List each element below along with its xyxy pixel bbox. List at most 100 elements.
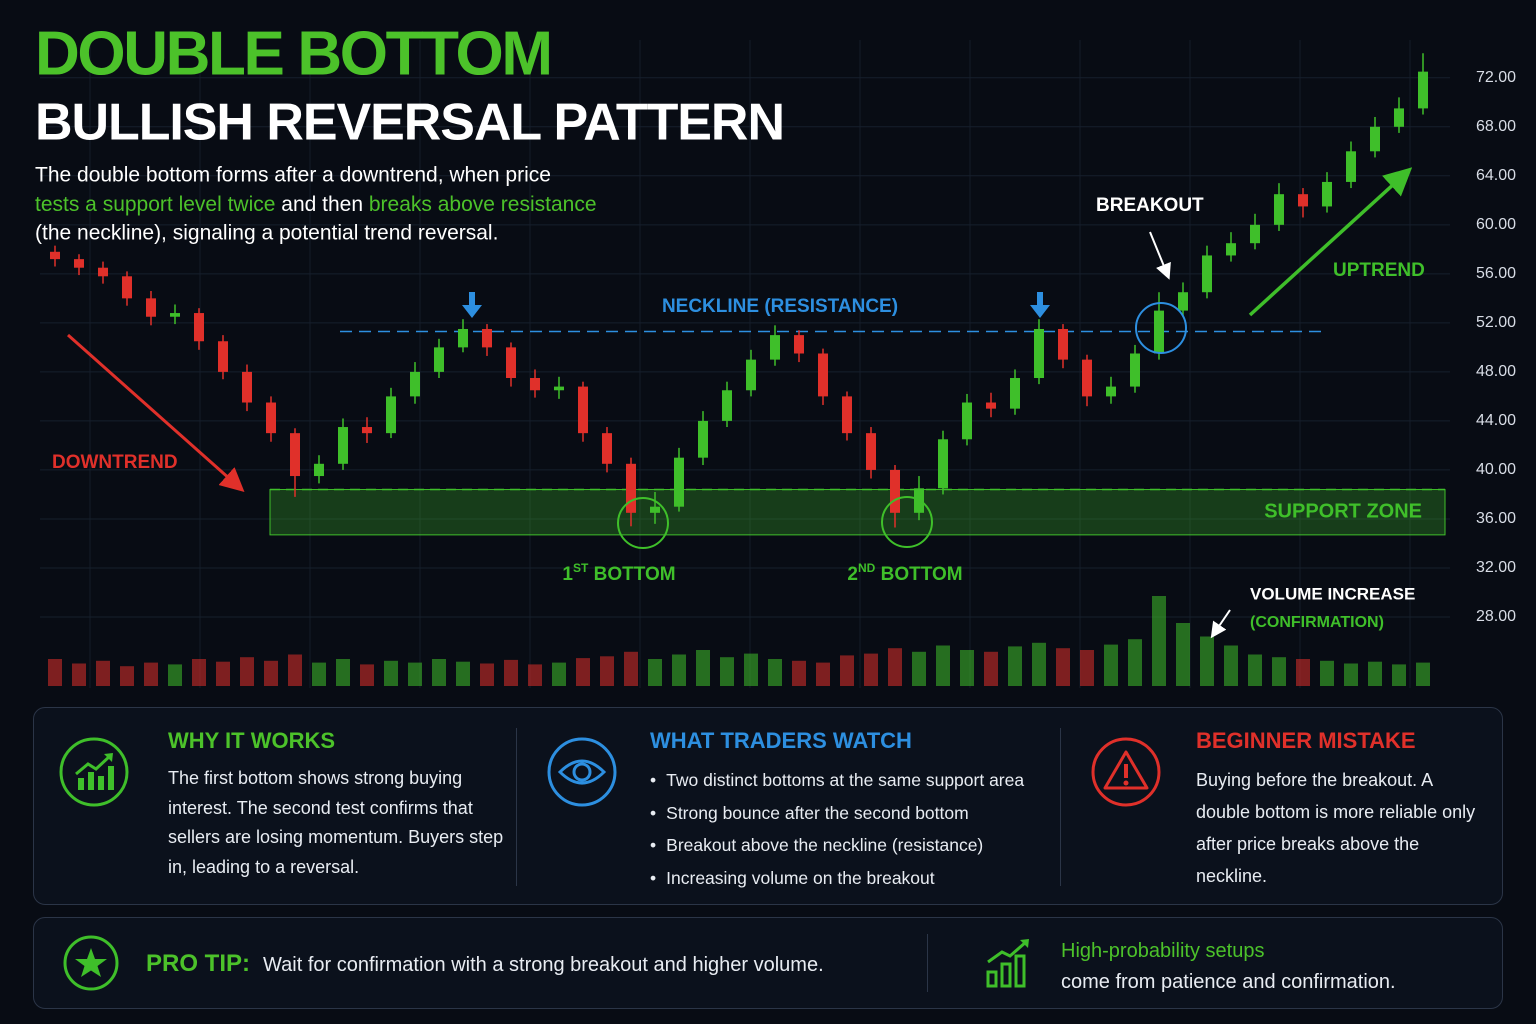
volume-bar bbox=[120, 666, 134, 686]
bottom-circle bbox=[881, 496, 933, 548]
candle-body bbox=[602, 433, 612, 464]
superscript: ND bbox=[858, 561, 876, 575]
candle-body bbox=[482, 328, 492, 348]
neckline-label: NECKLINE (RESISTANCE) bbox=[662, 296, 898, 317]
volume-bar bbox=[144, 662, 158, 686]
side-highlight: High-probability setups bbox=[1061, 940, 1265, 962]
candle-body bbox=[1106, 386, 1116, 397]
candle-body bbox=[1202, 255, 1212, 293]
volume-bar bbox=[336, 659, 350, 686]
volume-bar bbox=[1080, 650, 1094, 686]
volume-bar bbox=[360, 664, 374, 686]
volume-arrow bbox=[1210, 609, 1231, 639]
volume-bar bbox=[1128, 639, 1142, 686]
volume-bar bbox=[384, 660, 398, 686]
candle-body bbox=[554, 386, 564, 391]
candle-body bbox=[674, 457, 684, 507]
candle-body bbox=[1346, 151, 1356, 182]
panel-body: Buying before the breakout. A double bot… bbox=[1196, 770, 1476, 886]
candle-body bbox=[266, 402, 276, 434]
candle-body bbox=[386, 396, 396, 434]
panel-title: WHY IT WORKS bbox=[168, 728, 336, 753]
y-tick-label: 32.00 bbox=[1476, 559, 1516, 576]
candle-body bbox=[626, 463, 636, 513]
volume-bar bbox=[600, 656, 614, 686]
volume-bar bbox=[48, 659, 62, 686]
candle-body bbox=[842, 396, 852, 434]
candle-body bbox=[794, 335, 804, 354]
neckline-markers bbox=[462, 292, 1050, 318]
candle-body bbox=[146, 298, 156, 317]
volume-bar bbox=[696, 650, 710, 686]
candle-body bbox=[1058, 328, 1068, 360]
volume-bar bbox=[1008, 646, 1022, 686]
candles-layer bbox=[50, 53, 1428, 528]
volume-bar bbox=[1056, 648, 1070, 686]
volume-bar bbox=[1392, 664, 1406, 686]
candle-body bbox=[458, 328, 468, 348]
panel-column: WHY IT WORKS The first bottom shows stro… bbox=[168, 728, 508, 904]
volume-bar bbox=[1032, 642, 1046, 686]
downtrend-arrow bbox=[67, 333, 245, 492]
candle-body bbox=[530, 378, 540, 391]
icon-eye bbox=[547, 737, 617, 807]
text: 1 bbox=[562, 564, 573, 585]
candle-body bbox=[890, 469, 900, 513]
volume-bar bbox=[1272, 657, 1286, 686]
breakout-arrow bbox=[1149, 231, 1171, 280]
panel-column: WHAT TRADERS WATCH Two distinct bottoms … bbox=[650, 728, 1050, 904]
volume-bar bbox=[1200, 636, 1214, 686]
volume-bar bbox=[1320, 660, 1334, 686]
divider bbox=[1060, 728, 1061, 886]
superscript: ST bbox=[573, 561, 589, 575]
candle-body bbox=[866, 433, 876, 470]
text: BOTTOM bbox=[875, 564, 962, 585]
candle-body bbox=[362, 427, 372, 434]
candle-body bbox=[722, 390, 732, 421]
candle-body bbox=[74, 259, 84, 268]
volume-bar bbox=[288, 654, 302, 686]
volume-bar bbox=[72, 663, 86, 686]
volume-bar bbox=[1224, 645, 1238, 686]
candle-body bbox=[770, 335, 780, 360]
support-zone-label: SUPPORT ZONE bbox=[1264, 500, 1422, 522]
bullet: Strong bounce after the second bottom bbox=[650, 797, 1050, 830]
volume-bar bbox=[216, 661, 230, 686]
bullet: Increasing volume on the breakout bbox=[650, 862, 1050, 895]
candle-body bbox=[194, 313, 204, 342]
candle-body bbox=[1250, 224, 1260, 244]
candle-body bbox=[434, 347, 444, 372]
breakout-circle bbox=[1135, 302, 1187, 354]
volume-bar bbox=[528, 664, 542, 686]
panel-body: Two distinct bottoms at the same support… bbox=[650, 764, 1050, 894]
candle-body bbox=[1298, 194, 1308, 207]
bullet: Breakout above the neckline (resistance) bbox=[650, 829, 1050, 862]
candle-body bbox=[410, 371, 420, 397]
uptrend-arrow bbox=[1248, 167, 1413, 317]
candle-body bbox=[1322, 181, 1332, 207]
pro-tip-text: Wait for confirmation with a strong brea… bbox=[263, 954, 824, 976]
candle-body bbox=[506, 347, 516, 379]
volume-bar bbox=[624, 651, 638, 686]
volume-bar bbox=[168, 664, 182, 686]
volume-bar bbox=[1368, 661, 1382, 686]
volume-bar bbox=[936, 645, 950, 686]
volume-bar bbox=[192, 659, 206, 686]
candle-body bbox=[1418, 71, 1428, 109]
volume-layer bbox=[48, 596, 1430, 686]
volume-label: VOLUME INCREASE bbox=[1250, 584, 1415, 603]
volume-bar bbox=[96, 660, 110, 686]
candle-body bbox=[1034, 328, 1044, 379]
candle-body bbox=[1130, 353, 1140, 387]
volume-bar bbox=[480, 663, 494, 686]
panel-title: WHAT TRADERS WATCH bbox=[650, 728, 912, 753]
bullet: Two distinct bottoms at the same support… bbox=[650, 764, 1050, 797]
downtrend-label: DOWNTREND bbox=[52, 452, 178, 473]
y-tick-label: 52.00 bbox=[1476, 314, 1516, 331]
description: tests a support level twice and then bre… bbox=[35, 193, 597, 216]
candle-body bbox=[122, 276, 132, 299]
info-panel: WHY IT WORKS The first bottom shows stro… bbox=[33, 707, 1503, 905]
candle-body bbox=[1154, 310, 1164, 354]
candle-body bbox=[170, 313, 180, 317]
